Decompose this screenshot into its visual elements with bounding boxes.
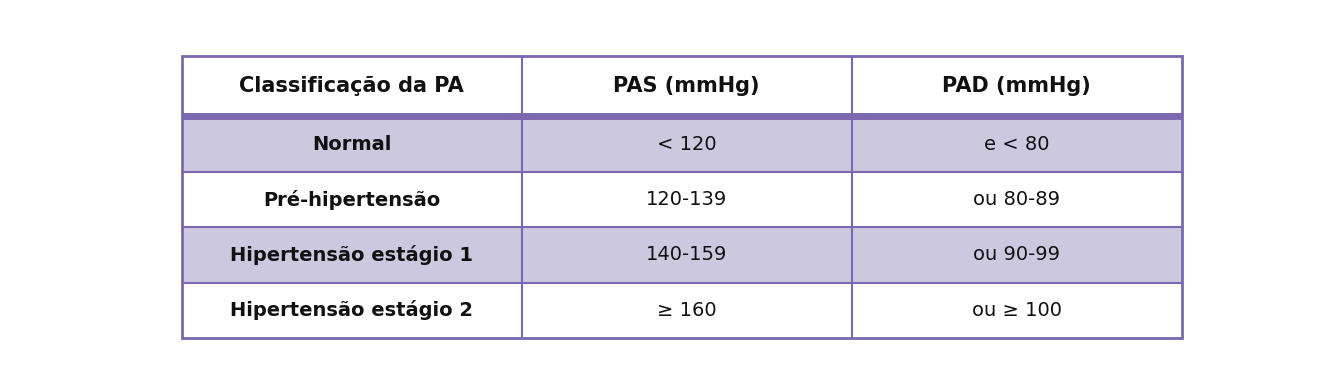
Text: ≥ 160: ≥ 160 [657, 301, 717, 320]
Bar [182, 117, 521, 172]
Text: 140-159: 140-159 [646, 245, 728, 264]
Text: PAD (mmHg): PAD (mmHg) [942, 76, 1091, 96]
Bar [182, 227, 521, 283]
Bar [851, 172, 1181, 227]
Bar [521, 227, 851, 283]
Bar [851, 117, 1181, 172]
Bar [851, 56, 1181, 117]
Bar [182, 283, 521, 338]
Text: e < 80: e < 80 [984, 135, 1049, 154]
Bar [521, 172, 851, 227]
Text: Hipertensão estágio 1: Hipertensão estágio 1 [230, 245, 473, 265]
Text: ou ≥ 100: ou ≥ 100 [972, 301, 1061, 320]
Text: Normal: Normal [313, 135, 391, 154]
Bar [521, 56, 851, 117]
Text: Hipertensão estágio 2: Hipertensão estágio 2 [230, 300, 473, 321]
Bar [851, 227, 1181, 283]
Text: Pré-hipertensão: Pré-hipertensão [263, 190, 440, 209]
Text: Classificação da PA: Classificação da PA [239, 76, 464, 96]
Text: PAS (mmHg): PAS (mmHg) [613, 76, 759, 96]
Bar [521, 117, 851, 172]
Bar [851, 283, 1181, 338]
Bar [182, 56, 521, 117]
Text: 120-139: 120-139 [646, 190, 728, 209]
Bar [182, 172, 521, 227]
Text: < 120: < 120 [657, 135, 717, 154]
Text: ou 80-89: ou 80-89 [974, 190, 1060, 209]
Bar [521, 283, 851, 338]
Text: ou 90-99: ou 90-99 [974, 245, 1060, 264]
